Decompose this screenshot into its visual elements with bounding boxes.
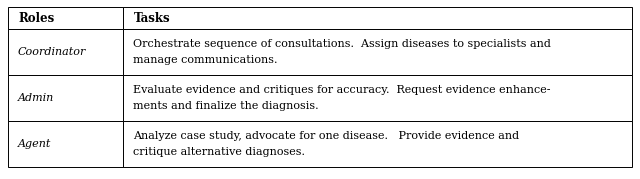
- Bar: [124, 121, 632, 167]
- Bar: [8, 7, 124, 29]
- Bar: [8, 121, 124, 167]
- Bar: [124, 29, 632, 75]
- Text: Analyze case study, advocate for one disease.   Provide evidence and: Analyze case study, advocate for one dis…: [134, 131, 520, 141]
- Text: Orchestrate sequence of consultations.  Assign diseases to specialists and: Orchestrate sequence of consultations. A…: [134, 39, 551, 49]
- Text: Admin: Admin: [18, 93, 54, 103]
- Text: Agent: Agent: [18, 139, 51, 149]
- Text: Evaluate evidence and critiques for accuracy.  Request evidence enhance-: Evaluate evidence and critiques for accu…: [134, 85, 551, 95]
- Text: Roles: Roles: [18, 11, 54, 25]
- Text: critique alternative diagnoses.: critique alternative diagnoses.: [134, 147, 305, 157]
- Bar: [124, 75, 632, 121]
- Text: ments and finalize the diagnosis.: ments and finalize the diagnosis.: [134, 101, 319, 111]
- Text: Tasks: Tasks: [134, 11, 170, 25]
- Bar: [8, 75, 124, 121]
- Bar: [8, 29, 124, 75]
- Bar: [124, 7, 632, 29]
- Text: manage communications.: manage communications.: [134, 55, 278, 65]
- Text: Coordinator: Coordinator: [18, 47, 86, 57]
